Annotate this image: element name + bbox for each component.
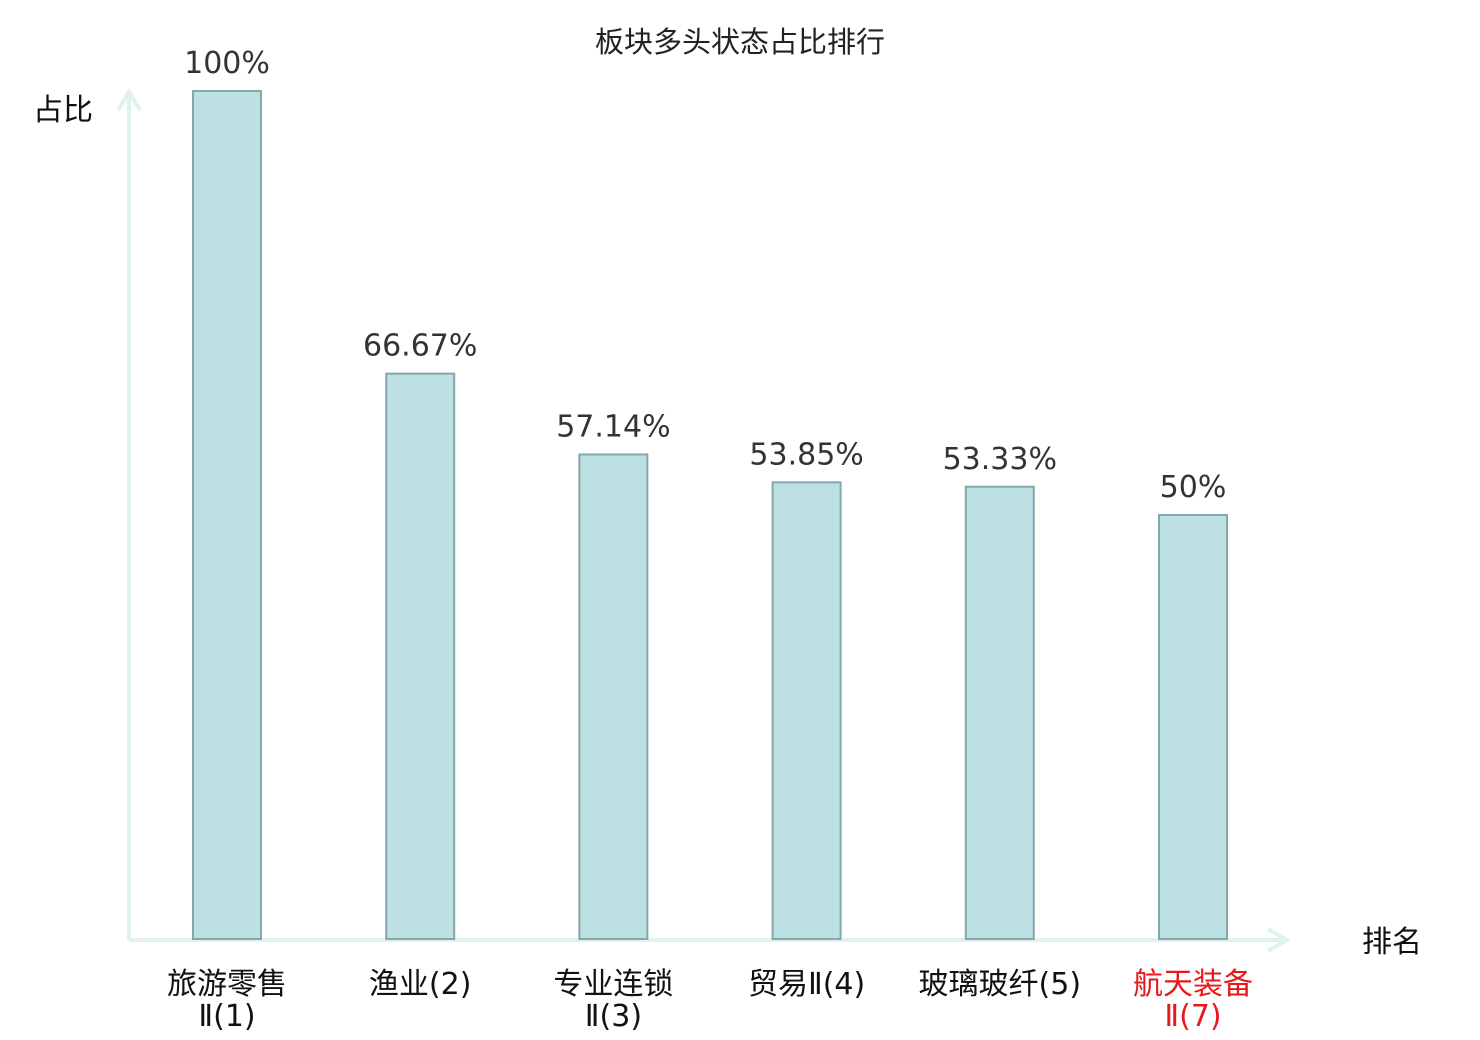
y-axis-arrow (116, 88, 142, 112)
bar (1158, 514, 1228, 940)
bar (964, 485, 1035, 940)
chart-title: 板块多头状态占比排行 (595, 25, 885, 59)
x-tick-label: 贸易Ⅱ(4) (748, 967, 865, 1002)
bar-value-label: 57.14% (556, 409, 670, 444)
x-tick-label: 专业连锁 (553, 967, 673, 1002)
bar (192, 90, 262, 940)
x-tick-label: Ⅱ(7) (1164, 999, 1221, 1034)
x-tick-label: 渔业(2) (369, 967, 472, 1002)
x-tick-label: 旅游零售 (167, 967, 287, 1002)
bar (771, 481, 842, 940)
bar-value-label: 100% (184, 46, 270, 81)
bar-value-label: 50% (1160, 470, 1227, 505)
x-tick-label: Ⅱ(3) (585, 999, 642, 1034)
bars-group (192, 90, 1228, 940)
bar-value-label: 66.67% (363, 329, 477, 364)
x-tick-label: Ⅱ(1) (198, 999, 255, 1034)
bar-value-label: 53.33% (943, 442, 1057, 477)
x-axis-label: 排名 (1362, 925, 1422, 960)
bar (578, 453, 649, 940)
x-tick-label: 航天装备 (1133, 967, 1253, 1002)
bar-value-label: 53.85% (749, 437, 863, 472)
x-axis-arrow (1266, 927, 1291, 953)
x-tick-label: 玻璃玻纤(5) (919, 967, 1082, 1002)
y-axis-label: 占比 (33, 93, 93, 128)
value-labels-group: 100% 66.67% 57.14% 53.85% 53.33% 50% (184, 46, 1226, 505)
bar (385, 372, 456, 940)
